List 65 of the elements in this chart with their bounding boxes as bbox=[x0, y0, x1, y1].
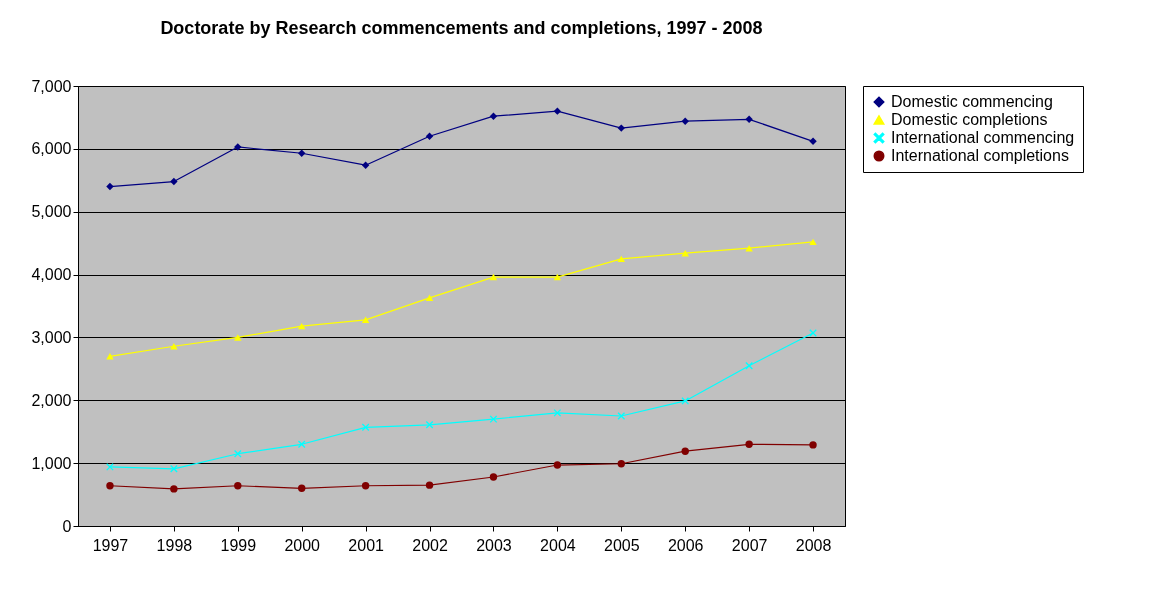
point bbox=[361, 316, 370, 324]
point bbox=[361, 482, 370, 490]
point bbox=[809, 441, 817, 449]
y-tick-label: 1,000 bbox=[31, 454, 72, 472]
x-tick-label: 2005 bbox=[603, 536, 640, 554]
chart-title: Doctorate by Research commencements and completions, 1997 - 2008 bbox=[160, 18, 763, 38]
x-tick-label: 2003 bbox=[476, 536, 512, 554]
y-tick-label: 0 bbox=[62, 517, 72, 535]
x-tick-label: 2004 bbox=[540, 536, 576, 554]
point bbox=[553, 273, 562, 281]
point bbox=[489, 415, 498, 423]
point bbox=[298, 149, 306, 157]
point bbox=[617, 255, 625, 263]
y-tick-label: 6,000 bbox=[31, 140, 72, 158]
x-tick-label: 2007 bbox=[731, 536, 768, 554]
x-tick-label: 1998 bbox=[156, 536, 193, 554]
x-tick-label: 1999 bbox=[220, 536, 257, 554]
point bbox=[617, 412, 625, 420]
point bbox=[745, 362, 753, 370]
x-tick-label: 2008 bbox=[795, 536, 832, 554]
point bbox=[745, 440, 753, 448]
point bbox=[617, 460, 625, 468]
point bbox=[234, 450, 242, 458]
point bbox=[553, 461, 562, 469]
point bbox=[617, 124, 625, 132]
x-tick-label: 2002 bbox=[412, 536, 448, 554]
point bbox=[106, 182, 114, 191]
point bbox=[361, 161, 370, 169]
point bbox=[681, 447, 689, 455]
point bbox=[809, 137, 817, 146]
legend-label: Domestic commencing bbox=[891, 93, 1053, 110]
point bbox=[489, 112, 498, 120]
point bbox=[361, 423, 370, 432]
x-tick-label: 1997 bbox=[92, 536, 129, 554]
point bbox=[745, 115, 753, 124]
point bbox=[170, 465, 178, 473]
point bbox=[553, 409, 562, 417]
y-tick-label: 4,000 bbox=[31, 266, 72, 284]
point bbox=[170, 177, 178, 186]
point bbox=[106, 482, 114, 490]
y-tick-label: 5,000 bbox=[31, 203, 72, 221]
point bbox=[425, 132, 434, 140]
x-tick-label: 2006 bbox=[667, 536, 704, 554]
point bbox=[681, 397, 689, 405]
y-tick-label: 3,000 bbox=[31, 328, 72, 346]
x-tick-label: 2000 bbox=[284, 536, 321, 554]
legend-label: International completions bbox=[891, 147, 1069, 164]
point bbox=[553, 107, 562, 115]
point bbox=[298, 484, 306, 492]
x-tick-label: 2001 bbox=[348, 536, 385, 554]
point bbox=[489, 473, 498, 481]
point bbox=[489, 273, 498, 281]
point bbox=[425, 421, 434, 429]
point bbox=[425, 481, 434, 489]
point bbox=[234, 482, 242, 490]
point bbox=[170, 485, 178, 493]
point bbox=[234, 334, 242, 341]
point bbox=[681, 117, 689, 125]
point bbox=[809, 238, 817, 246]
point bbox=[298, 322, 306, 330]
y-tick-label: 2,000 bbox=[31, 391, 72, 409]
legend-label: Domestic completions bbox=[891, 111, 1048, 128]
y-tick-label: 7,000 bbox=[31, 77, 72, 95]
legend-label: International commencing bbox=[891, 129, 1075, 146]
point bbox=[425, 294, 434, 302]
